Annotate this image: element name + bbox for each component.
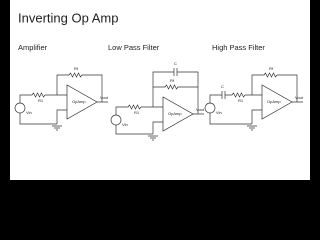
panel-title: High Pass Filter xyxy=(212,43,265,52)
label: Rf xyxy=(269,66,274,71)
label: Vin xyxy=(26,110,32,115)
label: R1 xyxy=(38,98,44,103)
label: Vout xyxy=(100,95,109,100)
low-pass-circuit: C Rf R1 Vin Vout OpAmp xyxy=(110,61,205,141)
label: Vin xyxy=(122,122,128,127)
label: OpAmp xyxy=(267,99,281,104)
label: R1 xyxy=(134,110,140,115)
slide-background xyxy=(10,0,310,180)
panel-title: Amplifier xyxy=(18,43,48,52)
wires xyxy=(19,72,108,131)
slide: Inverting Op Amp Amplifier Low Pass Filt… xyxy=(10,0,310,180)
high-pass-circuit: C Rf R1 Vin Vout OpAmp xyxy=(204,66,304,131)
label: Rf xyxy=(170,78,175,83)
amplifier-circuit: Rf R1 Vin Vout OpAmp xyxy=(14,66,109,131)
opamp xyxy=(162,96,194,132)
label: C xyxy=(174,61,177,66)
label: C xyxy=(221,84,224,89)
label: Vout xyxy=(196,107,205,112)
label: OpAmp xyxy=(168,111,182,116)
page: {"title": "Inverting Op Amp", "panels": … xyxy=(10,0,310,180)
label: Vout xyxy=(295,95,304,100)
panel-title: Low Pass Filter xyxy=(108,43,160,52)
wires xyxy=(115,68,204,141)
opamp xyxy=(66,84,98,120)
opamp xyxy=(261,84,293,120)
wires xyxy=(209,72,303,131)
slide-title: Inverting Op Amp xyxy=(18,10,118,25)
label: Vin xyxy=(216,110,222,115)
label: Rf xyxy=(74,66,79,71)
label: OpAmp xyxy=(72,99,86,104)
label: R1 xyxy=(238,98,244,103)
